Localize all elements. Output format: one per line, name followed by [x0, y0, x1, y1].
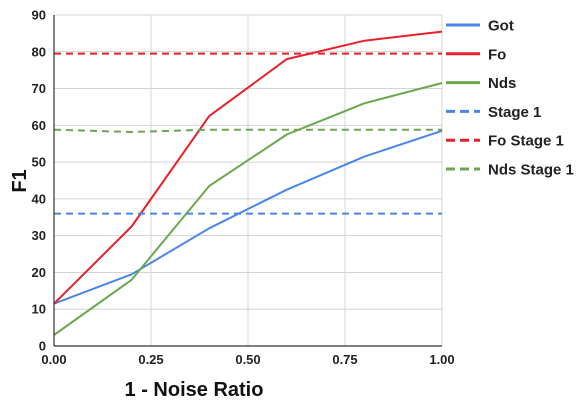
tick-labels: 0 10 20 30 40 50 60 70 80 90 0.00 0.25 0.50 0.75 1.00	[32, 8, 455, 368]
y-tick-label: 70	[32, 81, 46, 96]
y-tick-label: 40	[32, 191, 46, 206]
x-tick-label: 0.50	[235, 352, 260, 367]
legend-label: Fo Stage 1	[488, 133, 564, 150]
x-axis-title: 1 - Noise Ratio	[125, 379, 264, 401]
x-tick-label: 0.75	[332, 352, 357, 367]
legend-label: Fo	[488, 46, 506, 63]
x-tick-label: 1.00	[429, 352, 454, 367]
series-line-nds-stage-1	[53, 128, 442, 133]
series-line-got	[53, 129, 443, 305]
y-tick-label: 10	[32, 302, 46, 317]
y-axis-title: F1	[9, 169, 31, 192]
legend-label: Stage 1	[488, 104, 541, 121]
series-line-fo	[53, 30, 443, 305]
x-tick-label: 0.25	[138, 352, 163, 367]
legend-label: Nds Stage 1	[488, 162, 574, 179]
grid	[54, 14, 443, 346]
axes	[53, 15, 442, 347]
legend-label: Nds	[488, 75, 516, 92]
y-tick-label: 90	[32, 8, 46, 23]
legend-label: Got	[488, 18, 514, 35]
x-tick-label: 0.00	[41, 352, 66, 367]
y-tick-label: 60	[32, 118, 46, 133]
y-tick-label: 30	[32, 228, 46, 243]
series-layer	[53, 30, 443, 336]
y-tick-label: 20	[32, 265, 46, 280]
series-line-nds	[53, 82, 443, 336]
legend: Got Fo Nds Stage 1 Fo Stage 1 Nds Stage 1	[446, 18, 574, 179]
y-tick-label: 80	[32, 44, 46, 59]
y-tick-label: 0	[39, 339, 46, 354]
y-tick-label: 50	[32, 155, 46, 170]
